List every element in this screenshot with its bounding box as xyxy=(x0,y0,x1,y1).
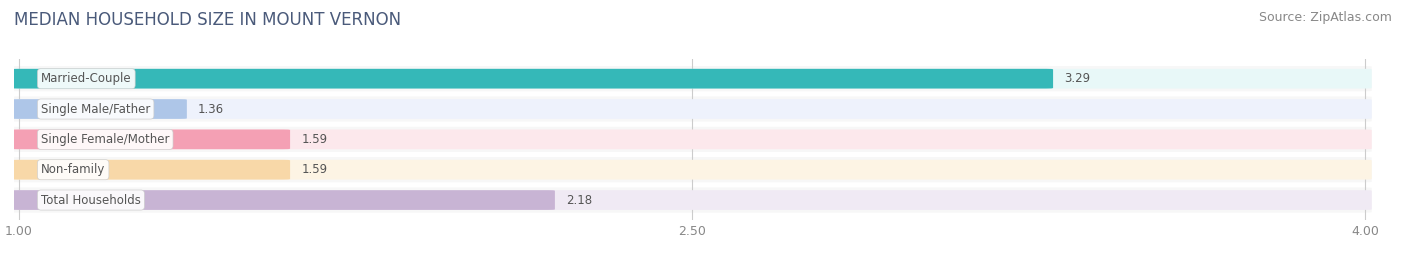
FancyBboxPatch shape xyxy=(11,129,290,149)
Text: Total Households: Total Households xyxy=(41,193,141,207)
FancyBboxPatch shape xyxy=(11,96,1372,122)
FancyBboxPatch shape xyxy=(11,69,1053,88)
FancyBboxPatch shape xyxy=(11,69,1372,88)
Text: Non-family: Non-family xyxy=(41,163,105,176)
FancyBboxPatch shape xyxy=(11,99,1372,119)
FancyBboxPatch shape xyxy=(11,160,290,180)
FancyBboxPatch shape xyxy=(11,157,1372,182)
FancyBboxPatch shape xyxy=(11,129,1372,149)
FancyBboxPatch shape xyxy=(11,160,1372,180)
Text: Source: ZipAtlas.com: Source: ZipAtlas.com xyxy=(1258,11,1392,24)
Text: Single Female/Mother: Single Female/Mother xyxy=(41,133,170,146)
FancyBboxPatch shape xyxy=(11,187,1372,213)
Text: MEDIAN HOUSEHOLD SIZE IN MOUNT VERNON: MEDIAN HOUSEHOLD SIZE IN MOUNT VERNON xyxy=(14,11,401,29)
Text: 1.59: 1.59 xyxy=(301,133,328,146)
Text: Single Male/Father: Single Male/Father xyxy=(41,103,150,116)
FancyBboxPatch shape xyxy=(11,127,1372,152)
Text: 3.29: 3.29 xyxy=(1064,72,1091,85)
Text: 2.18: 2.18 xyxy=(567,193,592,207)
Text: 1.36: 1.36 xyxy=(198,103,224,116)
Text: Married-Couple: Married-Couple xyxy=(41,72,132,85)
FancyBboxPatch shape xyxy=(11,99,187,119)
FancyBboxPatch shape xyxy=(11,66,1372,91)
Text: 1.59: 1.59 xyxy=(301,163,328,176)
FancyBboxPatch shape xyxy=(11,190,555,210)
FancyBboxPatch shape xyxy=(11,190,1372,210)
